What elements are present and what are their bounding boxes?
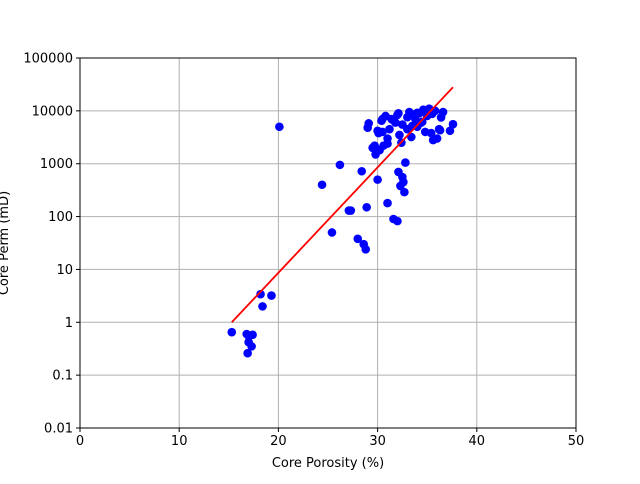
x-tick-label: 10 (171, 434, 188, 449)
x-tick-label: 20 (270, 434, 287, 449)
scatter-point (243, 348, 252, 358)
scatter-point (373, 175, 382, 184)
scatter-point (399, 177, 408, 187)
x-tick-label: 0 (76, 434, 84, 449)
scatter-point (256, 289, 265, 299)
x-axis-label: Core Porosity (%) (272, 456, 384, 471)
y-tick-label: 0.1 (52, 369, 73, 384)
scatter-point (383, 198, 392, 208)
scatter-point (393, 110, 402, 120)
scatter-point (417, 117, 427, 127)
scatter-point (412, 108, 422, 118)
scatter-point (368, 143, 377, 153)
y-tick-label: 100 (48, 210, 73, 225)
scatter-point (227, 327, 237, 337)
scatter-point (383, 134, 392, 143)
y-tick-label: 1 (65, 316, 73, 331)
scatter-point (408, 121, 417, 131)
x-tick-label: 50 (568, 434, 585, 449)
scatter-point (361, 245, 370, 254)
plot-data (227, 86, 458, 358)
scatter-point (393, 216, 402, 226)
x-tick-label: 30 (369, 434, 386, 449)
scatter-point (362, 202, 371, 212)
scatter-point (275, 122, 284, 132)
scatter-point (364, 119, 373, 128)
scatter-point (258, 302, 267, 311)
scatter-point (395, 130, 404, 140)
scatter-point (400, 187, 409, 197)
plot-frame (79, 57, 577, 429)
scatter-point (445, 126, 455, 136)
x-tick-label: 40 (469, 434, 486, 449)
scatter-point (317, 180, 327, 190)
scatter-point (373, 126, 382, 136)
axis-ticks: 0 10 20 30 40 50 0.01 0.1 1 10 100 1000 10000 100000 (23, 52, 584, 450)
scatter-point (378, 114, 387, 124)
scatter-point (353, 234, 363, 244)
fit-line (231, 86, 454, 323)
scatter-point (267, 291, 276, 300)
y-axis-label: Core Perm (mD) (0, 191, 12, 295)
y-tick-label: 10000 (32, 104, 73, 119)
y-tick-label: 10 (56, 263, 73, 278)
scatter-point (448, 119, 458, 129)
y-tick-label: 1000 (40, 157, 73, 172)
scatter-point (398, 120, 407, 129)
scatter-point (247, 342, 256, 351)
scatter-point (357, 166, 367, 176)
scatter-point (346, 206, 356, 215)
scatter-point (438, 107, 448, 117)
scatter-point (335, 160, 345, 170)
scatter-point (426, 128, 436, 138)
scatter-point (385, 124, 394, 134)
scatter-point (327, 228, 337, 237)
y-tick-label: 0.01 (44, 422, 73, 437)
y-tick-label: 100000 (23, 52, 73, 67)
scatter-point (435, 125, 445, 135)
scatter-point (244, 331, 253, 341)
scatter-point (403, 112, 412, 122)
scatter-point (401, 158, 410, 167)
scatter-point (432, 134, 442, 143)
